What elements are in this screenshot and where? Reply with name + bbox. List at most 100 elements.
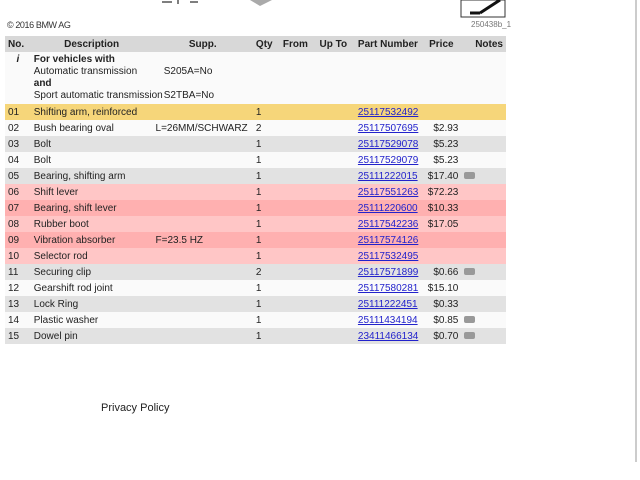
part-number-link[interactable]: 25117551263 — [354, 184, 422, 200]
column-header: Supp. — [152, 36, 253, 52]
camera-icon[interactable] — [464, 172, 476, 180]
part-number-link[interactable]: 25117529078 — [357, 138, 419, 150]
part-number-link[interactable]: 25111222015 — [357, 170, 418, 182]
supplement — [152, 280, 253, 296]
table-row[interactable]: 09 Vibration absorber F=23.5 HZ 1 2511757412… — [5, 232, 506, 248]
table-row[interactable]: 05 Bearing, shifting arm 1 25111222015 $17.4… — [5, 168, 506, 184]
description: Plastic washer — [30, 312, 153, 328]
from — [279, 216, 317, 232]
privacy-policy-link[interactable]: Privacy Policy — [101, 402, 170, 414]
table-row[interactable]: 06 Shift lever 1 25117551263 $72.23 — [5, 184, 506, 200]
part-number-link[interactable]: 25117532492 — [357, 106, 419, 118]
description: Gearshift rod joint — [30, 280, 153, 296]
table-row[interactable]: 13 Lock Ring 1 25111222451 $0.33 — [5, 296, 506, 312]
table-row[interactable]: 15 Dowel pin 1 23411466134 $0.70 — [5, 328, 506, 344]
from — [279, 248, 317, 264]
quantity: 1 — [252, 136, 280, 152]
part-number-link[interactable]: 25117574126 — [357, 234, 419, 246]
quantity: 2 — [252, 264, 280, 280]
part-number-link[interactable]: 25117574126 — [354, 232, 422, 248]
notes — [461, 184, 506, 200]
part-number-link[interactable]: 25117571899 — [354, 264, 422, 280]
price: $5.23 — [421, 136, 462, 152]
part-number-link[interactable]: 25117532495 — [357, 250, 419, 262]
supplement — [152, 152, 253, 168]
table-row[interactable]: 02 Bush bearing oval L=26MM/SCHWARZ 2 251175… — [5, 120, 506, 136]
part-number-link[interactable]: 25117580281 — [357, 282, 419, 294]
from — [279, 184, 317, 200]
from — [279, 200, 317, 216]
image-id: 250438b_1 — [471, 20, 512, 29]
description: Vibration absorber — [30, 232, 153, 248]
description: Shift lever — [30, 184, 153, 200]
copyright: © 2016 BMW AG — [7, 20, 71, 30]
up-to — [316, 264, 355, 280]
table-row[interactable]: 07 Bearing, shift lever 1 25111220600 $10.33 — [5, 200, 506, 216]
part-number-link[interactable]: 25117542236 — [354, 216, 422, 232]
table-row[interactable]: 03 Bolt 1 25117529078 $5.23 — [5, 136, 506, 152]
quantity: 1 — [252, 232, 280, 248]
notes — [461, 232, 506, 248]
part-number-link[interactable]: 25117507695 — [354, 120, 422, 136]
part-number-link[interactable]: 25111434194 — [354, 312, 422, 328]
supplement — [152, 200, 253, 216]
column-header: From — [279, 36, 317, 52]
table-row[interactable]: 08 Rubber boot 1 25117542236 $17.05 — [5, 216, 506, 232]
price: $2.93 — [421, 120, 462, 136]
part-number-link[interactable]: 25117529079 — [354, 152, 422, 168]
info-supp: S2TBA=No — [163, 90, 215, 101]
up-to — [316, 104, 355, 120]
part-no: 12 — [5, 280, 31, 296]
part-no: 06 — [5, 184, 31, 200]
table-row[interactable]: 04 Bolt 1 25117529079 $5.23 — [5, 152, 506, 168]
up-to — [316, 232, 355, 248]
description: Bolt — [30, 136, 153, 152]
part-number-link[interactable]: 25111220600 — [354, 200, 422, 216]
column-header: Up To — [316, 36, 355, 52]
part-number-link[interactable]: 23411466134 — [357, 330, 419, 342]
quantity: 1 — [252, 200, 280, 216]
info-and: and — [33, 78, 52, 89]
part-number-link[interactable]: 25111222451 — [354, 296, 422, 312]
table-row[interactable]: 12 Gearshift rod joint 1 25117580281 $15.10 — [5, 280, 506, 296]
camera-icon[interactable] — [464, 268, 476, 276]
part-number-link[interactable]: 25111222451 — [357, 298, 418, 310]
part-number-link[interactable]: 25117529078 — [354, 136, 422, 152]
camera-icon[interactable] — [464, 316, 476, 324]
part-number-link[interactable]: 25117532492 — [354, 104, 422, 120]
part-number-link[interactable]: 25111222015 — [354, 168, 422, 184]
price — [421, 104, 462, 120]
price: $17.40 — [421, 168, 462, 184]
table-row[interactable]: 11 Securing clip 2 25117571899 $0.66 — [5, 264, 506, 280]
part-number-link[interactable]: 25117532495 — [354, 248, 422, 264]
table-row[interactable]: 14 Plastic washer 1 25111434194 $0.85 — [5, 312, 506, 328]
quantity: 1 — [252, 184, 280, 200]
price: $0.85 — [421, 312, 462, 328]
part-number-link[interactable]: 25117542236 — [357, 218, 419, 230]
quantity: 1 — [252, 248, 280, 264]
part-number-link[interactable]: 25117571899 — [357, 266, 419, 278]
part-number-link[interactable]: 25111220600 — [357, 202, 418, 214]
table-row[interactable]: 01 Shifting arm, reinforced 1 25117532492 — [5, 104, 506, 120]
from — [279, 136, 317, 152]
table-row[interactable]: 10 Selector rod 1 25117532495 — [5, 248, 506, 264]
notes — [461, 296, 506, 312]
part-number-link[interactable]: 23411466134 — [354, 328, 422, 344]
up-to — [316, 248, 355, 264]
notes — [461, 104, 506, 120]
part-number-link[interactable]: 25117529079 — [357, 154, 419, 166]
part-no: 10 — [5, 248, 31, 264]
part-number-link[interactable]: 25117580281 — [354, 280, 422, 296]
price — [421, 232, 462, 248]
part-number-link[interactable]: 25117507695 — [357, 122, 419, 134]
part-number-link[interactable]: 25117551263 — [357, 186, 419, 198]
from — [279, 296, 317, 312]
price: $0.66 — [421, 264, 462, 280]
part-no: 11 — [5, 264, 31, 280]
camera-icon[interactable] — [464, 332, 476, 340]
part-number-link[interactable]: 25111434194 — [357, 314, 418, 326]
notes — [461, 216, 506, 232]
up-to — [316, 280, 355, 296]
part-no: 01 — [5, 104, 31, 120]
quantity: 1 — [252, 104, 280, 120]
